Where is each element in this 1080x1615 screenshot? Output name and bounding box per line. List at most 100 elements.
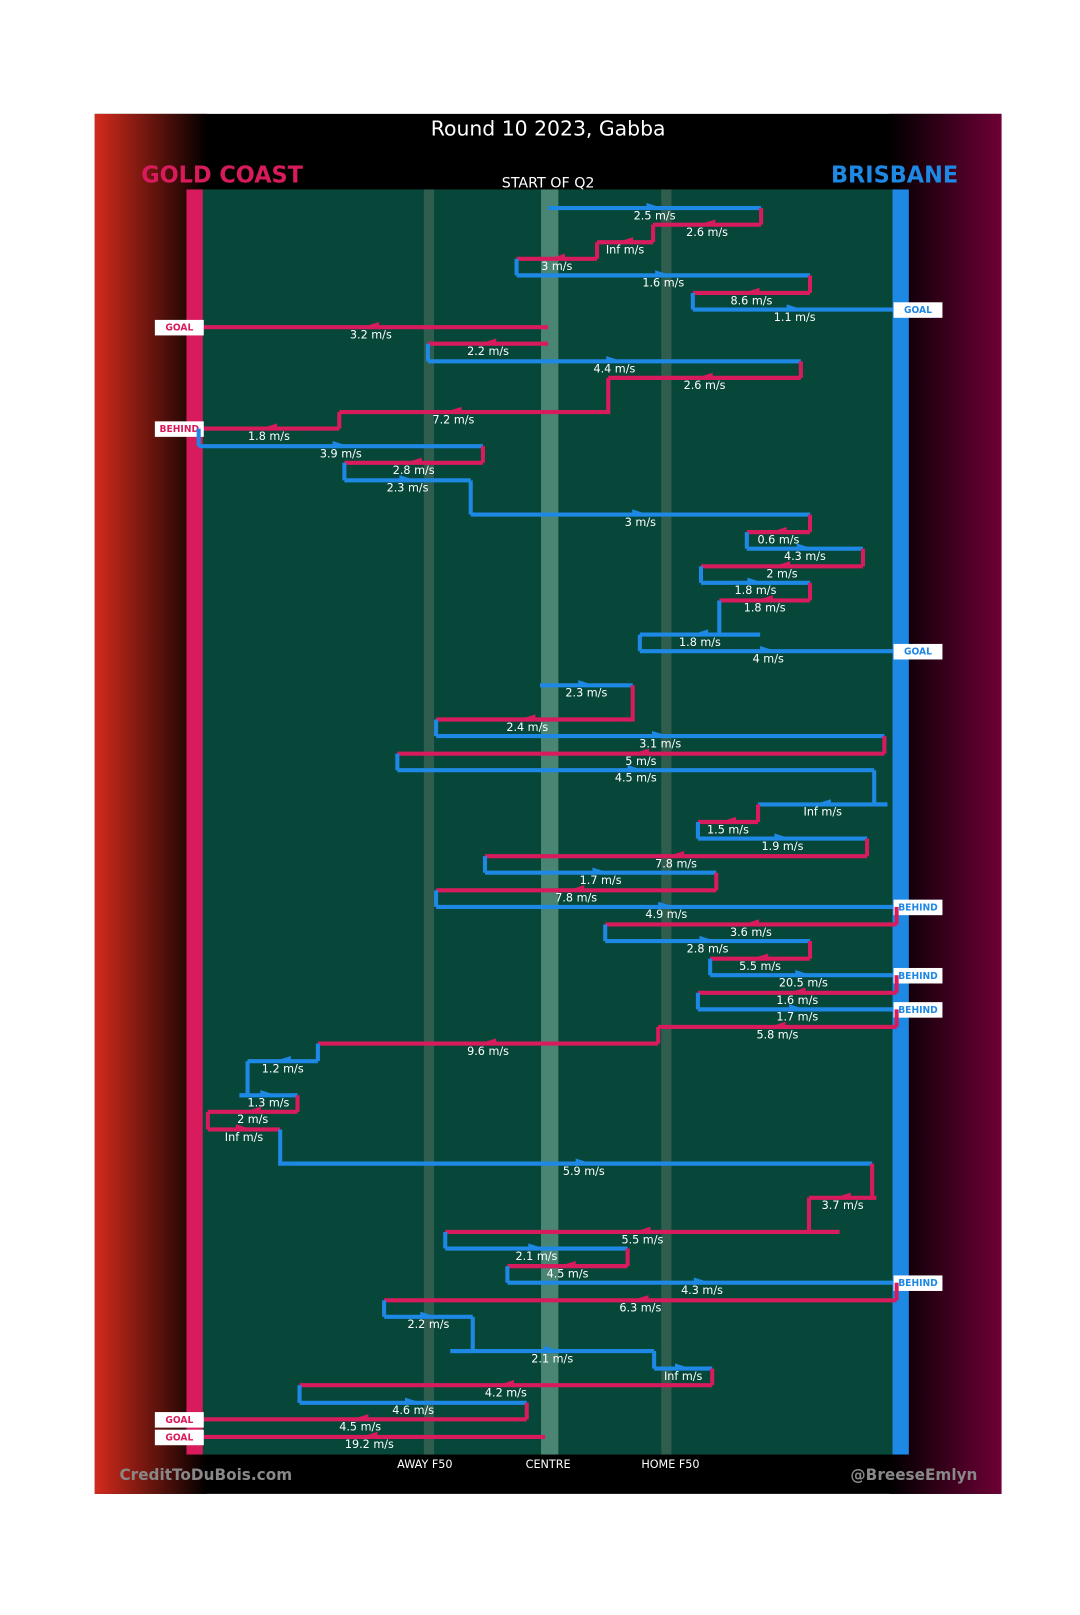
speed-label: 3.7 m/s	[822, 1199, 864, 1212]
speed-label: 1.5 m/s	[707, 823, 749, 836]
arrow	[606, 356, 623, 364]
speed-label: 1.8 m/s	[248, 430, 290, 443]
speed-label: 2.4 m/s	[506, 721, 548, 734]
arrow	[796, 543, 814, 551]
arrow	[528, 1243, 545, 1251]
speed-label: 5 m/s	[625, 755, 656, 768]
speed-label: 8.6 m/s	[730, 294, 772, 307]
speed-label: 0.6 m/s	[757, 533, 799, 546]
speed-label: 2.8 m/s	[393, 464, 435, 477]
axis-label: CENTRE	[526, 1458, 571, 1471]
speed-label: 1.9 m/s	[762, 840, 804, 853]
arrow	[616, 237, 634, 245]
outcome-label: BEHIND	[898, 971, 938, 982]
arrow	[699, 935, 716, 944]
speed-label: 1.6 m/s	[776, 994, 818, 1007]
arrow	[405, 457, 422, 465]
axis-label: HOME F50	[641, 1458, 699, 1471]
speed-label: 4.2 m/s	[485, 1386, 527, 1399]
speed-label: 2.1 m/s	[516, 1250, 558, 1263]
arrow	[698, 219, 716, 227]
speed-label: 3.9 m/s	[320, 447, 362, 460]
arrow	[592, 867, 609, 875]
speed-label: 20.5 m/s	[779, 976, 828, 989]
speed-label: 4.9 m/s	[645, 908, 687, 921]
speed-label: 7.8 m/s	[655, 857, 697, 870]
speed-label: 2.3 m/s	[387, 482, 429, 495]
speed-label: 2.3 m/s	[565, 687, 607, 700]
outcome-label: BEHIND	[160, 424, 200, 435]
speed-label: 6.3 m/s	[619, 1302, 661, 1315]
arrow	[756, 595, 773, 603]
arrow	[519, 714, 536, 722]
speed-label: 5.5 m/s	[739, 960, 781, 973]
speed-label: 2.5 m/s	[634, 209, 676, 222]
connector	[567, 377, 611, 415]
outcome-box	[154, 421, 204, 437]
speed-label: 7.2 m/s	[432, 413, 474, 426]
arrow	[568, 885, 585, 893]
arrow	[773, 561, 791, 569]
arrow	[751, 953, 769, 961]
speed-label: 4.3 m/s	[681, 1284, 723, 1297]
speed-label: 4.3 m/s	[784, 550, 826, 563]
speed-label: 2.6 m/s	[686, 226, 728, 239]
title: Round 10 2023, Gabba	[431, 116, 666, 140]
arrow	[260, 1090, 277, 1098]
speed-label: 2 m/s	[766, 568, 797, 581]
speed-label: 1.8 m/s	[735, 584, 777, 597]
outcome-label: GOAL	[165, 1432, 193, 1443]
arrow	[760, 646, 777, 654]
speed-label: 1.7 m/s	[580, 874, 622, 887]
speed-label: 1.8 m/s	[744, 602, 786, 615]
arrow	[742, 919, 760, 927]
speed-label: 3.6 m/s	[730, 926, 772, 939]
arrow	[361, 1431, 378, 1440]
arrow	[420, 1311, 437, 1319]
speed-label: 3.2 m/s	[350, 328, 392, 341]
arrow	[632, 1295, 649, 1303]
arrow	[770, 526, 787, 535]
outcome-box	[893, 967, 943, 984]
outcome-label: GOAL	[165, 323, 193, 334]
speed-label: 1.6 m/s	[642, 277, 684, 290]
arrow	[235, 1124, 253, 1132]
arrow	[260, 423, 278, 431]
arrow	[405, 1397, 422, 1405]
outcome-box	[154, 1429, 204, 1446]
credit-left: CreditToDuBois.com	[119, 1466, 292, 1484]
arrow	[667, 850, 685, 859]
speed-label: 3 m/s	[625, 516, 656, 529]
arrow	[274, 1055, 291, 1064]
axis-label: AWAY F50	[397, 1458, 452, 1471]
arrow	[747, 577, 764, 585]
centre-band	[541, 189, 559, 1455]
home-f50-line	[661, 189, 672, 1455]
arrow	[548, 253, 565, 261]
left-team: GOLD COAST	[141, 162, 303, 188]
outcome-label: BEHIND	[898, 902, 938, 913]
arrow	[693, 1277, 711, 1285]
speed-label: 5.5 m/s	[621, 1233, 663, 1246]
speed-label: 1.1 m/s	[774, 311, 816, 324]
outcome-box	[893, 643, 943, 660]
speed-label: 5.9 m/s	[563, 1165, 605, 1178]
outcome-box	[154, 1412, 204, 1428]
speed-label: 1.2 m/s	[262, 1062, 304, 1075]
speed-label: 7.8 m/s	[555, 892, 597, 905]
speed-label: 2.8 m/s	[687, 942, 729, 955]
arrow	[578, 680, 595, 688]
bri-goal-line	[892, 189, 909, 1455]
arrow	[658, 901, 675, 909]
outcome-box	[893, 1002, 943, 1018]
speed-label: 9.6 m/s	[467, 1045, 509, 1058]
arrow	[559, 1260, 576, 1269]
arrow	[814, 799, 831, 807]
speed-label: 4.4 m/s	[593, 363, 635, 376]
arrow	[795, 970, 812, 978]
outcome-box	[893, 1275, 943, 1291]
speed-label: 4 m/s	[753, 652, 784, 665]
gc-goal-line	[186, 189, 203, 1455]
speed-label: 1.3 m/s	[248, 1097, 290, 1110]
